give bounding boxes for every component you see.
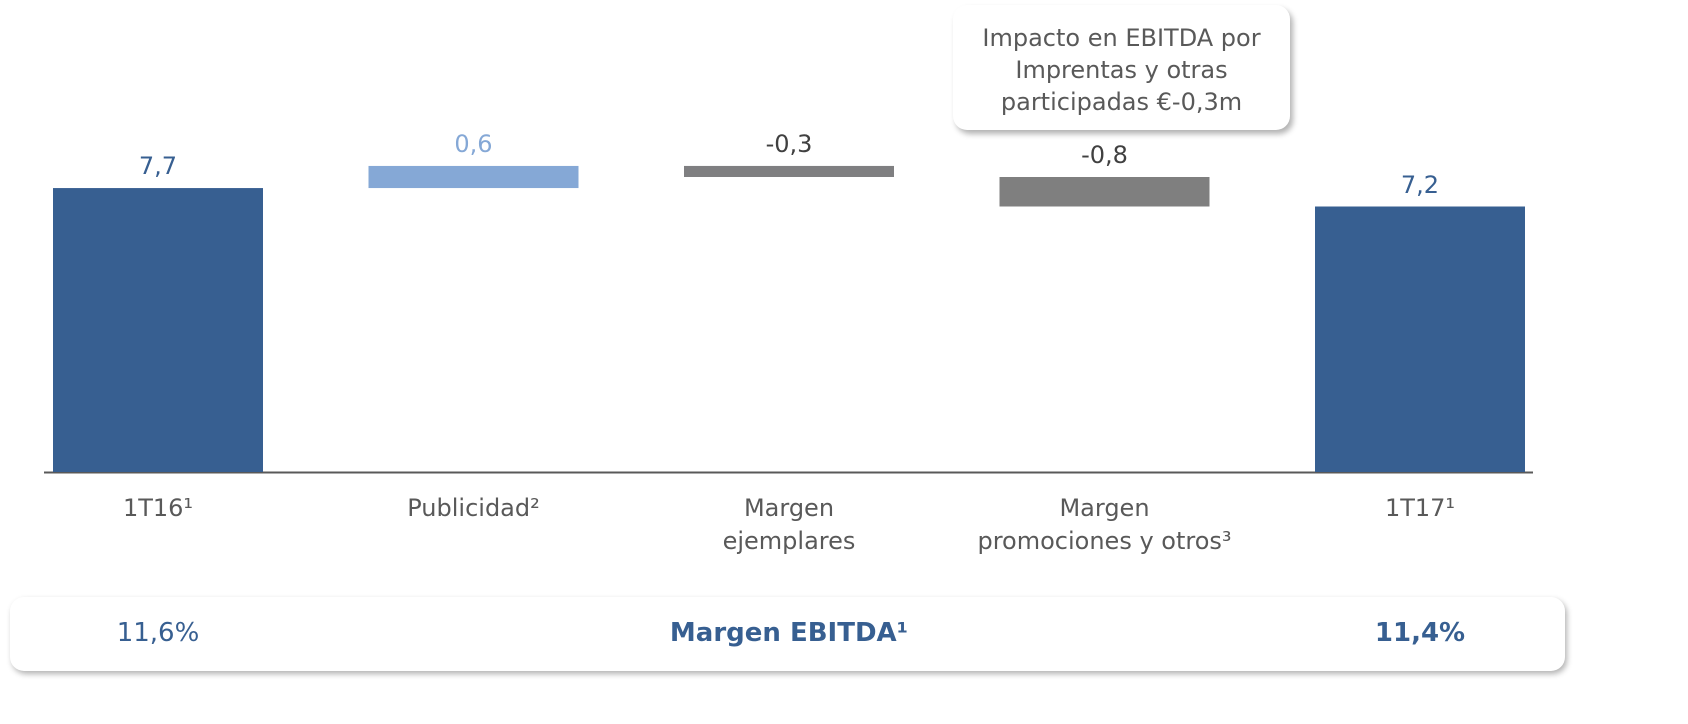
bar bbox=[1315, 206, 1525, 472]
bar bbox=[684, 165, 894, 177]
annotation: Impacto en EBITDA por Imprentas y otras … bbox=[953, 5, 1290, 130]
bar bbox=[999, 177, 1210, 207]
value-label: -0,3 bbox=[765, 129, 813, 158]
bar bbox=[53, 188, 263, 472]
category-label: Publicidad² bbox=[407, 494, 540, 522]
category-label: 1T17¹ bbox=[1384, 494, 1456, 522]
category-label: Margen promociones y otros³ bbox=[977, 494, 1232, 555]
margin-first: 11,6% bbox=[116, 618, 200, 648]
footer-box bbox=[10, 597, 1565, 671]
margin-label: Margen EBITDA¹ bbox=[669, 618, 909, 648]
value-label: -0,8 bbox=[1081, 141, 1128, 169]
value-label: 7,7 bbox=[138, 152, 178, 181]
category-label: Margen ejemplares bbox=[722, 494, 856, 555]
value-label: 7,2 bbox=[1400, 170, 1440, 199]
margin-last: 11,4% bbox=[1374, 618, 1466, 648]
bar bbox=[368, 165, 579, 189]
value-label: 0,6 bbox=[454, 129, 493, 158]
category-label: 1T16¹ bbox=[122, 494, 194, 522]
